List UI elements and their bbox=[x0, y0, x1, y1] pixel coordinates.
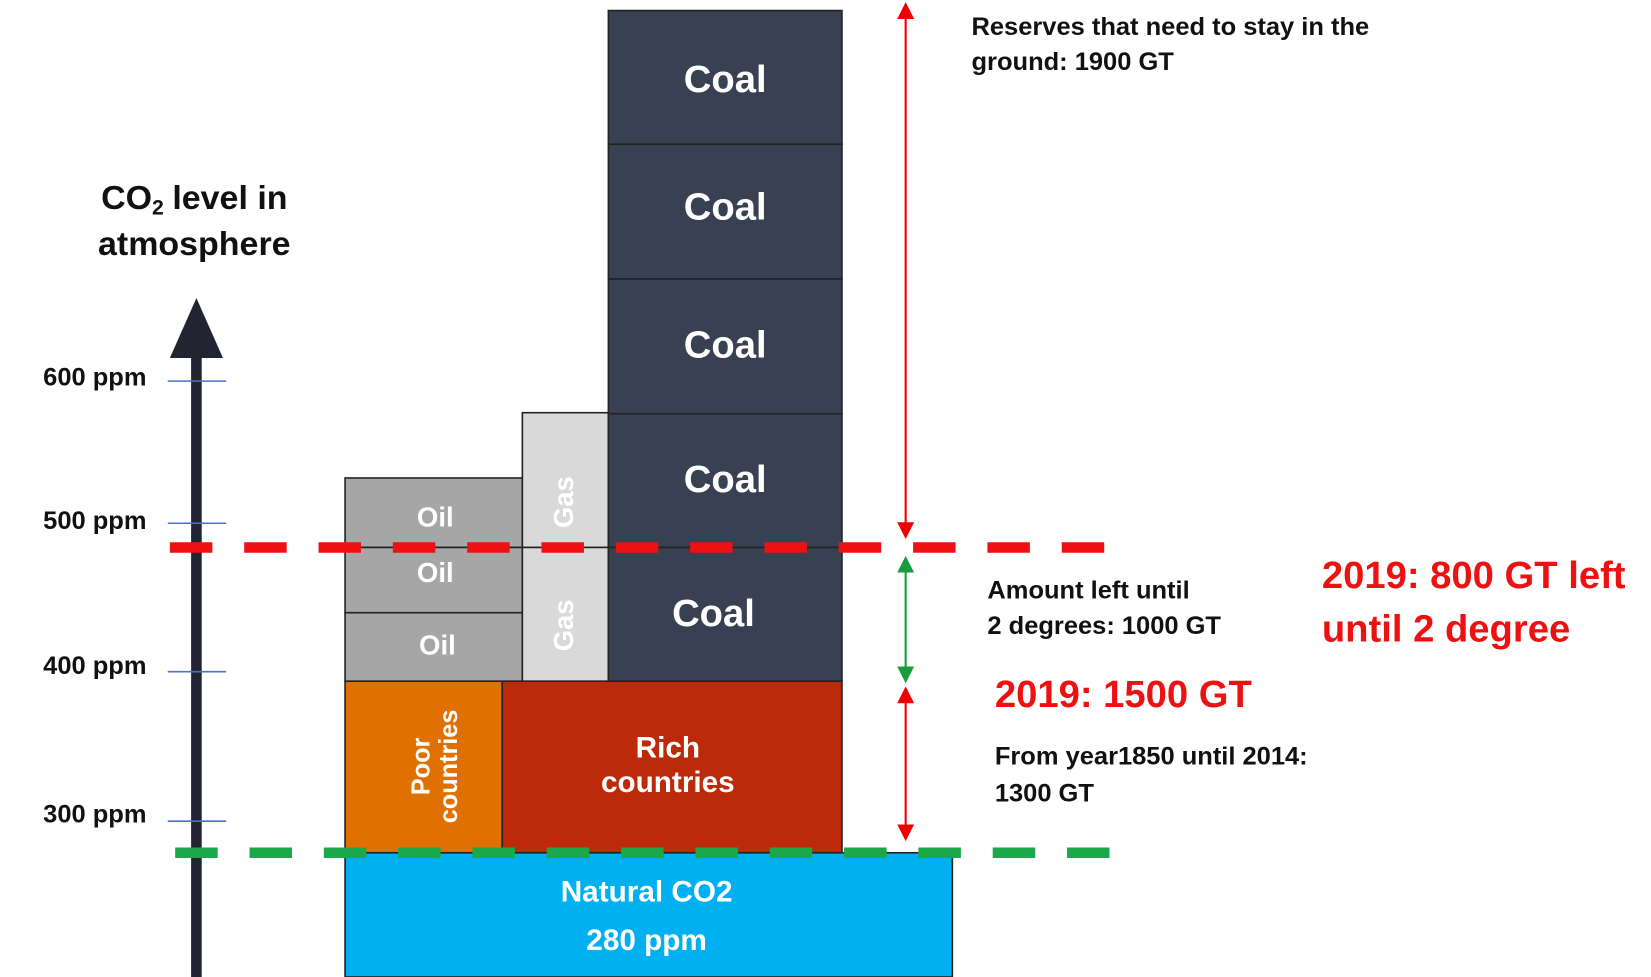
axis-title: CO2 level in bbox=[101, 179, 287, 219]
poor-label: Poor bbox=[407, 738, 435, 796]
rich-label: countries bbox=[601, 766, 735, 799]
update-annotation: 2019: 1500 GT bbox=[995, 674, 1252, 716]
update-annotation: 2019: 800 GT left bbox=[1322, 555, 1626, 597]
tick-label: 300 ppm bbox=[43, 801, 146, 829]
coal-block bbox=[607, 546, 843, 682]
annotation: 2 degrees: 1000 GT bbox=[987, 612, 1221, 640]
oil-block bbox=[344, 611, 524, 682]
oil-label: Oil bbox=[419, 630, 456, 661]
annotation: ground: 1900 GT bbox=[971, 48, 1174, 76]
update-annotation: until 2 degree bbox=[1322, 609, 1570, 651]
natural-block bbox=[344, 851, 954, 977]
oil-label: Oil bbox=[417, 501, 454, 532]
natural-label: Natural CO2 bbox=[561, 876, 733, 909]
rich-label: Rich bbox=[636, 731, 700, 764]
gas-block bbox=[521, 411, 610, 549]
oil-label: Oil bbox=[417, 557, 454, 588]
axis-ticks bbox=[167, 380, 227, 822]
oil-block bbox=[344, 546, 524, 614]
tick-label: 400 ppm bbox=[43, 652, 146, 680]
coal-label: Coal bbox=[684, 187, 767, 229]
coal-block bbox=[607, 278, 843, 415]
coal-block bbox=[607, 412, 843, 549]
annotation: Amount left until bbox=[987, 576, 1189, 604]
oil-block bbox=[344, 477, 524, 549]
rich-block bbox=[501, 680, 843, 854]
poor-label: countries bbox=[435, 710, 463, 824]
annotation: Reserves that need to stay in the bbox=[971, 13, 1369, 41]
coal-label: Coal bbox=[684, 59, 767, 101]
axis-arrowhead bbox=[169, 297, 223, 358]
tick-label: 600 ppm bbox=[43, 364, 146, 392]
tick-label: 500 ppm bbox=[43, 507, 146, 535]
coal-label: Coal bbox=[684, 325, 767, 367]
natural-label: 280 ppm bbox=[586, 924, 707, 957]
coal-block bbox=[607, 143, 843, 280]
poor-block bbox=[344, 680, 503, 854]
axis-title: atmosphere bbox=[98, 225, 291, 263]
coal-label: Coal bbox=[672, 593, 755, 635]
annotation: 1300 GT bbox=[995, 780, 1095, 808]
coal-block bbox=[607, 9, 843, 146]
gas-label: Gas bbox=[548, 476, 579, 528]
annotation: From year1850 until 2014: bbox=[995, 743, 1308, 771]
axis-line bbox=[191, 352, 202, 977]
gas-label: Gas bbox=[548, 600, 579, 652]
coal-label: Coal bbox=[684, 459, 767, 501]
